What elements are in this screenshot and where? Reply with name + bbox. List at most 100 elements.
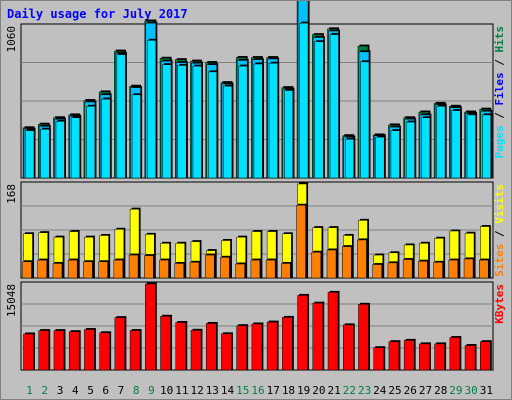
pages-bar-19 bbox=[299, 22, 309, 179]
x-tick-label-18: 18 bbox=[282, 384, 295, 397]
kbytes-bar-17 bbox=[266, 321, 278, 371]
kbytes-bar-21 bbox=[327, 292, 339, 371]
x-tick-label-10: 10 bbox=[160, 384, 173, 397]
kbytes-bar-1 bbox=[23, 333, 34, 371]
legend-hits_files_pages: Pages / Files / Hits bbox=[493, 26, 506, 159]
sites-bar-5 bbox=[83, 261, 93, 279]
pages-bar-11 bbox=[177, 65, 187, 179]
legend-files: Files bbox=[493, 72, 506, 105]
kbytes-bar-31 bbox=[480, 341, 491, 371]
kbytes-bar-4 bbox=[68, 331, 80, 371]
pages-bar-30 bbox=[466, 114, 476, 179]
pages-bar-3 bbox=[55, 121, 65, 179]
kbytes-bar-8 bbox=[129, 330, 141, 371]
legend-kbytes: KBytes bbox=[493, 284, 506, 324]
sites-bar-2 bbox=[37, 259, 47, 279]
sites-bar-28 bbox=[433, 262, 443, 279]
x-tick-label-12: 12 bbox=[190, 384, 203, 397]
sites-bar-13 bbox=[204, 254, 215, 279]
legend-separator: / bbox=[493, 53, 506, 73]
x-tick-label-31: 31 bbox=[480, 384, 493, 397]
pages-bar-17 bbox=[268, 63, 278, 179]
pages-bar-21 bbox=[329, 34, 339, 179]
x-tick-label-21: 21 bbox=[328, 384, 341, 397]
pages-bar-25 bbox=[390, 130, 400, 179]
sites-bar-4 bbox=[67, 259, 78, 279]
x-tick-label-13: 13 bbox=[206, 384, 219, 397]
legend-visits_sites: Sites / Visits bbox=[493, 184, 506, 277]
pages-bar-14 bbox=[223, 85, 233, 179]
kbytes-bar-28 bbox=[434, 343, 445, 371]
kbytes-bar-2 bbox=[38, 330, 49, 371]
kbytes-bar-16 bbox=[251, 323, 263, 371]
x-tick-label-8: 8 bbox=[133, 384, 140, 397]
kbytes-bar-6 bbox=[99, 332, 110, 371]
sites-bar-26 bbox=[402, 259, 413, 279]
pages-bar-7 bbox=[116, 54, 126, 179]
sites-bar-3 bbox=[52, 263, 63, 279]
pages-bar-2 bbox=[40, 128, 50, 179]
pages-bar-24 bbox=[375, 136, 385, 179]
chart-title: Daily usage for July 2017 bbox=[7, 7, 188, 21]
kbytes-bar-18 bbox=[282, 317, 293, 371]
legend-hits: Hits bbox=[493, 26, 506, 53]
legend-sites: Sites bbox=[493, 244, 506, 277]
legend-visits: Visits bbox=[493, 184, 506, 224]
x-tick-label-4: 4 bbox=[72, 384, 79, 397]
legend-separator: / bbox=[493, 106, 506, 126]
pages-bar-23 bbox=[360, 61, 370, 179]
x-tick-label-25: 25 bbox=[388, 384, 401, 397]
sites-bar-11 bbox=[174, 263, 185, 279]
pages-bar-26 bbox=[405, 121, 415, 179]
sites-bar-17 bbox=[265, 259, 276, 279]
sites-bar-24 bbox=[372, 264, 382, 279]
pages-bar-10 bbox=[162, 64, 172, 179]
x-tick-label-20: 20 bbox=[312, 384, 325, 397]
sites-bar-23 bbox=[357, 239, 367, 279]
kbytes-bar-11 bbox=[175, 322, 187, 371]
ymax-label-visits_sites: 168 bbox=[5, 184, 18, 204]
pages-bar-16 bbox=[253, 63, 263, 179]
legend-kbytes: KBytes bbox=[493, 284, 506, 324]
sites-bar-1 bbox=[22, 261, 32, 279]
kbytes-bar-5 bbox=[84, 329, 95, 371]
sites-bar-31 bbox=[479, 259, 489, 279]
x-tick-label-26: 26 bbox=[404, 384, 417, 397]
kbytes-bar-22 bbox=[342, 324, 354, 371]
sites-bar-22 bbox=[341, 246, 352, 279]
kbytes-bar-30 bbox=[464, 345, 476, 371]
kbytes-bar-10 bbox=[160, 316, 171, 371]
kbytes-bar-25 bbox=[388, 341, 400, 371]
kbytes-bar-26 bbox=[403, 340, 415, 371]
x-tick-label-9: 9 bbox=[148, 384, 155, 397]
sites-bar-14 bbox=[220, 257, 230, 279]
x-tick-label-6: 6 bbox=[102, 384, 109, 397]
sites-bar-10 bbox=[159, 259, 169, 279]
x-tick-label-22: 22 bbox=[343, 384, 356, 397]
legend-pages: Pages bbox=[493, 125, 506, 158]
kbytes-bar-24 bbox=[373, 347, 384, 371]
pages-bar-8 bbox=[131, 94, 141, 179]
pages-bar-29 bbox=[451, 110, 461, 179]
sites-bar-18 bbox=[281, 263, 291, 279]
pages-bar-6 bbox=[101, 98, 111, 179]
x-tick-label-1: 1 bbox=[26, 384, 33, 397]
kbytes-bar-20 bbox=[312, 302, 324, 371]
x-tick-label-29: 29 bbox=[449, 384, 462, 397]
sites-bar-27 bbox=[418, 260, 428, 279]
x-tick-label-11: 11 bbox=[175, 384, 188, 397]
kbytes-bar-27 bbox=[419, 343, 430, 371]
legend-separator: / bbox=[493, 224, 506, 244]
sites-bar-21 bbox=[326, 249, 337, 279]
x-tick-label-15: 15 bbox=[236, 384, 249, 397]
x-tick-label-23: 23 bbox=[358, 384, 371, 397]
kbytes-bar-9 bbox=[145, 283, 156, 371]
x-tick-label-17: 17 bbox=[267, 384, 280, 397]
pages-bar-5 bbox=[86, 106, 96, 179]
sites-bar-19 bbox=[296, 205, 306, 279]
pages-bar-20 bbox=[314, 41, 324, 179]
x-tick-label-19: 19 bbox=[297, 384, 310, 397]
kbytes-bar-12 bbox=[190, 330, 202, 371]
pages-bar-22 bbox=[344, 139, 354, 179]
kbytes-bar-29 bbox=[449, 337, 461, 371]
